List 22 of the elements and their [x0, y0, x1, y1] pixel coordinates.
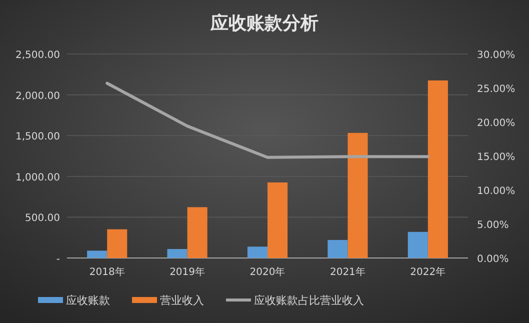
x-tick-label: 2022年 — [410, 266, 446, 278]
x-tick-label: 2020年 — [250, 266, 286, 278]
x-tick-label: 2018年 — [89, 266, 125, 278]
y-tick-label: - — [56, 254, 60, 265]
y2-tick-label: 15.00% — [477, 152, 516, 163]
y-tick-label: 500.00 — [25, 213, 60, 224]
legend-label: 营业收入 — [160, 294, 204, 307]
legend-label: 应收账款占比营业收入 — [254, 294, 364, 307]
y2-tick-label: 30.00% — [477, 50, 516, 61]
y2-tick-label: 5.00% — [477, 220, 509, 231]
y2-tick-label: 10.00% — [477, 186, 516, 197]
y2-tick-label: 25.00% — [477, 84, 516, 95]
y2-tick-label: 0.00% — [477, 254, 509, 265]
legend-label: 应收账款 — [66, 294, 110, 307]
x-tick-label: 2021年 — [330, 266, 366, 278]
y-tick-label: 2,500.00 — [15, 50, 60, 61]
chart-title: 应收账款分析 — [210, 13, 318, 34]
y2-tick-label: 20.00% — [477, 118, 516, 129]
y-tick-label: 1,500.00 — [15, 132, 60, 143]
y-tick-label: 2,000.00 — [15, 90, 60, 102]
y-tick-label: 1,000.00 — [15, 172, 60, 184]
x-tick-label: 2019年 — [170, 266, 206, 278]
